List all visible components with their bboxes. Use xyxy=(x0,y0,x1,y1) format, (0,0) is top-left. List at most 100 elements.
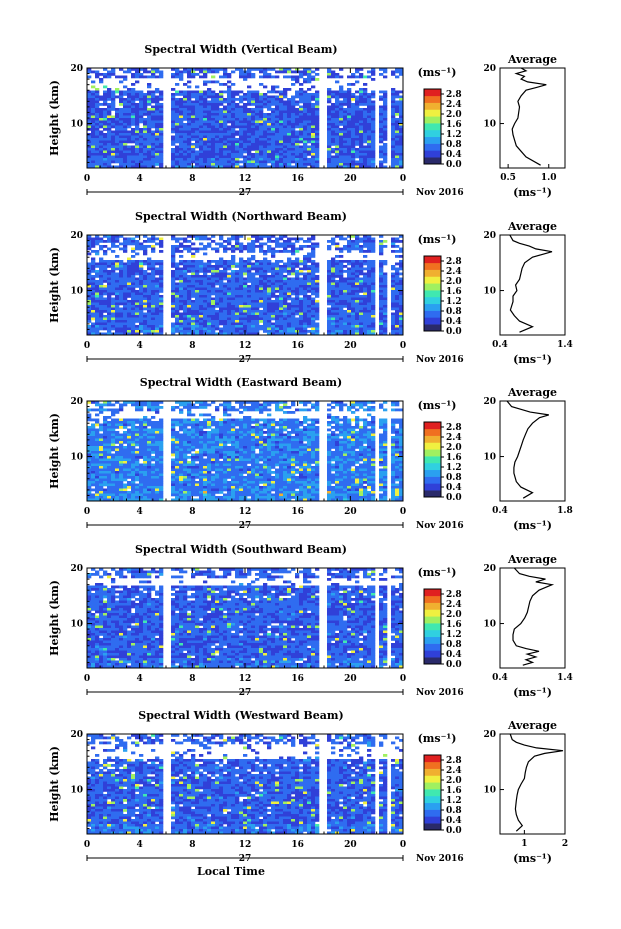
heatmap-cell xyxy=(279,105,284,109)
heatmap-cell xyxy=(347,332,352,336)
heatmap-cell xyxy=(259,285,264,288)
heatmap-cell xyxy=(151,327,156,331)
heatmap-cell xyxy=(171,292,176,296)
heatmap-cell xyxy=(171,123,176,126)
heatmap-cell xyxy=(283,113,288,116)
heatmap-cell xyxy=(219,332,224,336)
heatmap-cell xyxy=(183,305,188,308)
heatmap-cell xyxy=(395,153,400,156)
heatmap-cell xyxy=(235,292,240,296)
heatmap-cell xyxy=(99,262,104,266)
heatmap-cell xyxy=(399,260,404,263)
heatmap-cell xyxy=(295,133,300,136)
heatmap-cell xyxy=(103,155,108,159)
heatmap-cell xyxy=(267,165,272,169)
heatmap-cell xyxy=(371,118,376,121)
heatmap-cell xyxy=(299,320,304,323)
heatmap-cell xyxy=(279,302,284,306)
heatmap-cell xyxy=(255,317,260,321)
heatmap-cell xyxy=(135,110,140,114)
heatmap-cell xyxy=(271,290,276,293)
heatmap-cell xyxy=(335,143,340,146)
heatmap-cell xyxy=(139,262,144,266)
heatmap-cell xyxy=(339,290,344,293)
heatmap-cell xyxy=(235,265,240,268)
heatmap-cell xyxy=(235,118,240,121)
heatmap-cell xyxy=(327,285,332,288)
heatmap-cell xyxy=(303,165,308,169)
heatmap-cell xyxy=(159,267,164,271)
heatmap-cell xyxy=(391,115,396,119)
heatmap-cell xyxy=(307,158,312,161)
heatmap-cell xyxy=(327,277,332,281)
heatmap-cell xyxy=(123,305,128,308)
heatmap-cell xyxy=(363,133,368,136)
heatmap-cell xyxy=(123,322,128,326)
heatmap-cell xyxy=(247,315,252,318)
heatmap-cell xyxy=(351,312,356,316)
heatmap-cell xyxy=(359,130,364,134)
heatmap-cell xyxy=(183,123,188,126)
heatmap-cell xyxy=(211,285,216,288)
heatmap-cell xyxy=(351,158,356,161)
heatmap-cell xyxy=(179,250,184,253)
heatmap-cell xyxy=(283,250,288,253)
heatmap-cell xyxy=(203,105,208,109)
heatmap-cell xyxy=(223,265,228,268)
heatmap-cell xyxy=(195,290,200,293)
heatmap-cell xyxy=(315,277,320,281)
heatmap-cell xyxy=(331,95,336,99)
heatmap-cell xyxy=(139,138,144,141)
heatmap-cell xyxy=(343,110,348,114)
heatmap-cell xyxy=(327,275,332,278)
heatmap-cell xyxy=(383,165,388,169)
heatmap-cell xyxy=(171,143,176,146)
heatmap-cell xyxy=(223,330,228,333)
heatmap-cell xyxy=(355,265,360,268)
heatmap-cell xyxy=(343,103,348,106)
heatmap-cell xyxy=(91,160,96,164)
heatmap-cell xyxy=(359,150,364,154)
heatmap-cell xyxy=(259,148,264,151)
heatmap-cell xyxy=(391,332,396,336)
heatmap-cell xyxy=(191,100,196,104)
heatmap-cell xyxy=(139,310,144,313)
heatmap-cell xyxy=(395,118,400,121)
heatmap-cell xyxy=(191,270,196,273)
heatmap-cell xyxy=(359,133,364,136)
heatmap-cell xyxy=(151,155,156,159)
heatmap-cell xyxy=(127,330,132,333)
heatmap-cell xyxy=(327,265,332,268)
heatmap-cell xyxy=(351,105,356,109)
heatmap-cell xyxy=(143,317,148,321)
heatmap-cell xyxy=(299,113,304,116)
heatmap-cell xyxy=(363,305,368,308)
heatmap-cell xyxy=(347,307,352,311)
heatmap-cell xyxy=(99,295,104,298)
heatmap-cell xyxy=(299,315,304,318)
heatmap-cell xyxy=(263,235,268,238)
heatmap-cell xyxy=(275,108,280,111)
heatmap-cell xyxy=(179,272,184,276)
heatmap-cell xyxy=(255,267,260,271)
heatmap-cell xyxy=(339,100,344,104)
heatmap-cell xyxy=(247,307,252,311)
heatmap-cell xyxy=(199,145,204,149)
heatmap-cell xyxy=(267,235,272,238)
heatmap-cell xyxy=(223,332,228,336)
heatmap-cell xyxy=(211,330,216,333)
heatmap-cell xyxy=(395,120,400,124)
heatmap-cell xyxy=(171,155,176,159)
heatmap-cell xyxy=(111,125,116,129)
heatmap-cell xyxy=(271,312,276,316)
heatmap-cell xyxy=(359,160,364,164)
heatmap-cell xyxy=(171,160,176,164)
heatmap-cell xyxy=(243,272,248,276)
heatmap-cell xyxy=(207,260,212,263)
heatmap-cell xyxy=(127,113,132,116)
heatmap-cell xyxy=(91,295,96,298)
heatmap-cell xyxy=(139,287,144,291)
heatmap-cell xyxy=(395,138,400,141)
heatmap-cell xyxy=(363,240,368,243)
heatmap-cell xyxy=(135,68,140,71)
